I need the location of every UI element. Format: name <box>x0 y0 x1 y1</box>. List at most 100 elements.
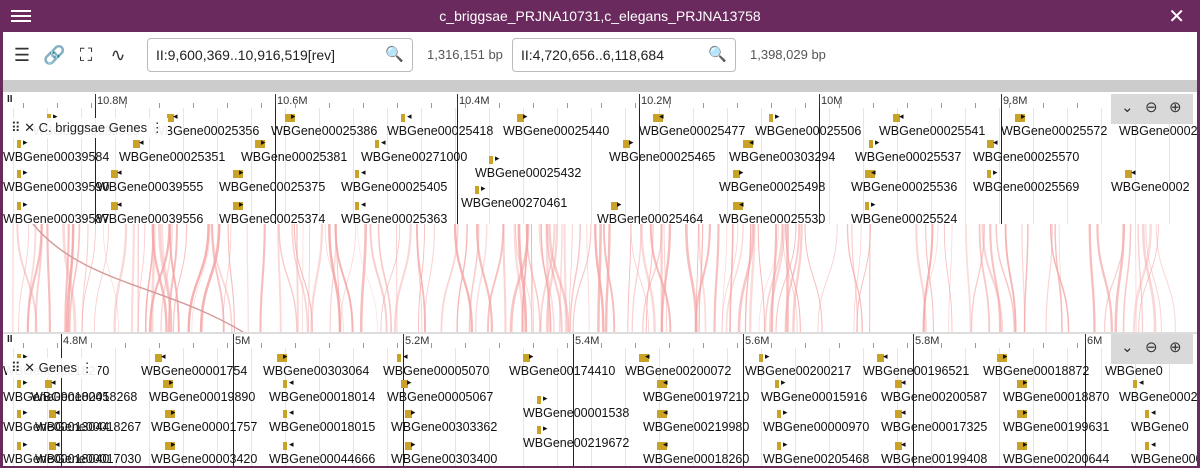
gene-label[interactable]: WBGene00197210 <box>643 390 750 404</box>
gene-label[interactable]: WBGene00025351 <box>119 150 226 164</box>
gene-feature[interactable] <box>285 114 295 122</box>
gene-feature[interactable] <box>283 380 287 388</box>
gene-label[interactable]: WBGene00018260 <box>643 452 750 466</box>
gene-label[interactable]: WBGene00271000 <box>361 150 468 164</box>
gene-label[interactable]: WBGene00303362 <box>391 420 498 434</box>
gene-label[interactable]: WBGene00174410 <box>509 364 616 378</box>
gene-label[interactable]: WBGene00270461 <box>461 196 568 210</box>
gene-label[interactable]: WBGene00025386 <box>271 124 378 138</box>
gene-label[interactable]: WBGene00039556 <box>97 212 204 224</box>
gene-feature[interactable] <box>397 354 401 362</box>
gene-label[interactable]: WBGene00219672 <box>523 436 630 450</box>
gene-label[interactable]: WBGene00196521 <box>863 364 970 378</box>
gene-label[interactable]: WBGene0002 <box>1119 390 1197 404</box>
gene-label[interactable]: WBGene00018267 <box>35 420 142 434</box>
gene-label[interactable]: WBGene00303064 <box>263 364 370 378</box>
zoom-in-icon[interactable]: ⊕ <box>1169 339 1182 356</box>
chevron-down-icon[interactable]: ⌄ <box>1121 99 1134 116</box>
gene-label[interactable]: WBGene00039590 <box>3 180 110 194</box>
chevron-down-icon[interactable]: ⌄ <box>1121 339 1134 356</box>
gene-feature[interactable] <box>1133 380 1137 388</box>
link-icon[interactable]: 🔗 <box>43 45 66 65</box>
gene-feature[interactable] <box>475 186 479 194</box>
gene-feature[interactable] <box>775 380 779 388</box>
gene-feature[interactable] <box>49 442 56 450</box>
gene-feature[interactable] <box>165 410 175 418</box>
gene-feature[interactable] <box>1145 410 1149 418</box>
gene-label[interactable]: WBGene00017030 <box>35 452 142 466</box>
search-icon[interactable]: 🔍 <box>708 46 727 63</box>
gene-feature[interactable] <box>537 396 541 404</box>
gene-feature[interactable] <box>759 354 763 362</box>
synteny-wave-icon[interactable]: ∿ <box>110 45 126 65</box>
gene-feature[interactable] <box>987 170 991 178</box>
gene-feature[interactable] <box>255 140 265 148</box>
gene-feature[interactable] <box>111 202 118 210</box>
gene-feature[interactable] <box>517 114 524 122</box>
gene-feature[interactable] <box>657 442 667 450</box>
gene-label[interactable]: WBGene00025464 <box>597 212 704 224</box>
gene-label[interactable]: WBGene00025570 <box>973 150 1080 164</box>
location-input-view1[interactable]: 🔍 <box>147 38 413 72</box>
location-field-view2[interactable] <box>519 46 703 64</box>
gene-label[interactable]: WBGene00003420 <box>151 452 258 466</box>
drag-handle-icon[interactable]: ⠿ <box>11 360 21 375</box>
gene-label[interactable]: WBGene00025363 <box>341 212 448 224</box>
gene-feature[interactable] <box>743 140 753 148</box>
gene-label[interactable]: WBGene00025506 <box>755 124 862 138</box>
gene-feature[interactable] <box>167 114 174 122</box>
gene-feature[interactable] <box>895 442 902 450</box>
gene-feature[interactable] <box>523 354 530 362</box>
gene-label[interactable]: WBGene00025381 <box>241 150 348 164</box>
gene-label[interactable]: WBGene00018870 <box>1003 390 1110 404</box>
track-menu-icon[interactable]: ⋮ <box>80 360 94 375</box>
gene-feature[interactable] <box>17 410 21 418</box>
gene-feature[interactable] <box>869 140 873 148</box>
gene-label[interactable]: WBGene00025569 <box>973 180 1080 194</box>
gene-feature[interactable] <box>233 202 243 210</box>
gene-feature[interactable] <box>401 380 408 388</box>
zoom-in-icon[interactable]: ⊕ <box>1169 99 1182 116</box>
gene-label[interactable]: WBGene00001538 <box>523 406 630 420</box>
gene-feature[interactable] <box>1017 380 1027 388</box>
gene-label[interactable]: WBGene00039555 <box>97 180 204 194</box>
gene-label[interactable]: WBGene00025374 <box>219 212 326 224</box>
gene-label[interactable]: WBGene0 <box>1105 364 1163 378</box>
gene-label[interactable]: WBGene00025477 <box>639 124 746 138</box>
gene-label[interactable]: WBGene00017325 <box>881 420 988 434</box>
gene-label[interactable]: WBGene00005067 <box>387 390 494 404</box>
gene-label[interactable]: WBGene0002 <box>1111 180 1190 194</box>
gene-label[interactable]: WBGene00025572 <box>1001 124 1108 138</box>
gene-feature[interactable] <box>355 202 359 210</box>
gene-label[interactable]: WBGene00025375 <box>219 180 326 194</box>
gene-label[interactable]: WBGene00018268 <box>31 390 138 404</box>
gene-label[interactable]: WBGene00039587 <box>3 212 110 224</box>
gene-feature[interactable] <box>17 202 21 210</box>
pause-icon[interactable]: II <box>7 94 13 105</box>
list-icon[interactable]: ☰ <box>13 45 31 65</box>
gene-feature[interactable] <box>405 442 412 450</box>
gene-label[interactable]: WBGene00044666 <box>269 452 376 466</box>
gene-feature[interactable] <box>777 442 781 450</box>
pause-icon[interactable]: II <box>7 334 13 345</box>
gene-label[interactable]: WBGene00025405 <box>341 180 448 194</box>
gene-label[interactable]: WBGene00303294 <box>729 150 836 164</box>
gene-label[interactable]: WBGene00303400 <box>391 452 498 466</box>
fullscreen-icon[interactable]: ⛶ <box>79 45 93 65</box>
gene-label[interactable]: WBGene00200587 <box>881 390 988 404</box>
gene-label[interactable]: WBGene00025432 <box>475 166 582 180</box>
gene-label[interactable]: WBGene00013044 <box>3 420 110 434</box>
gene-feature[interactable] <box>233 170 243 178</box>
gene-label[interactable]: WBGene00025498 <box>719 180 826 194</box>
gene-label[interactable]: WBGene00199631 <box>1003 420 1110 434</box>
gene-label[interactable]: WBGene00219980 <box>643 420 750 434</box>
location-input-view2[interactable]: 🔍 <box>512 38 736 72</box>
location-field-view1[interactable] <box>154 46 378 64</box>
gene-feature[interactable] <box>1015 114 1025 122</box>
gene-feature[interactable] <box>895 410 902 418</box>
gene-feature[interactable] <box>489 156 493 164</box>
gene-feature[interactable] <box>623 140 630 148</box>
close-track-icon[interactable]: ✕ <box>24 120 39 135</box>
gene-feature[interactable] <box>133 140 140 148</box>
gene-label[interactable]: WBGene00018014 <box>269 390 376 404</box>
